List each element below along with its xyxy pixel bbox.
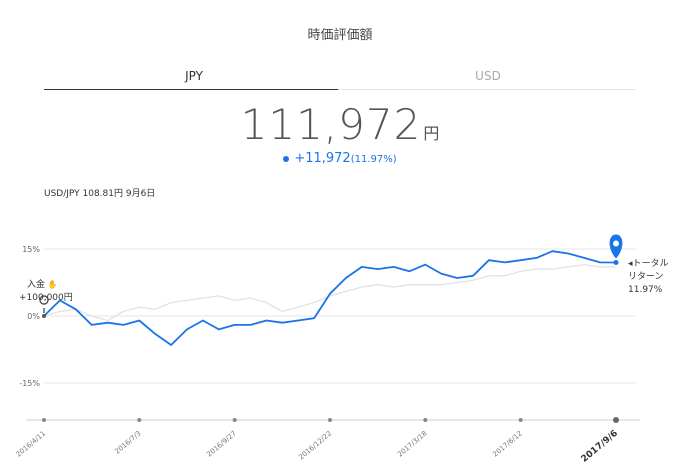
deposit-point — [42, 314, 46, 318]
x-tick-label: 2016/12/22 — [297, 429, 333, 461]
portfolio-line — [43, 250, 617, 346]
x-tick-marker — [42, 418, 46, 422]
x-tick-marker — [232, 418, 237, 422]
valuation-unit: 円 — [423, 124, 440, 143]
x-tick-marker — [423, 418, 428, 422]
y-tick-label: -15% — [19, 379, 40, 388]
tab-active-indicator — [44, 89, 338, 90]
x-tick-marker — [613, 417, 619, 423]
total-return-line2: リターン — [628, 272, 664, 282]
map-pin-center — [613, 240, 619, 247]
deposit-amount: +100,000円 — [19, 293, 73, 303]
x-tick-label: 2016/7/3 — [113, 429, 142, 455]
valuation-change: +11,972(11.97%) — [0, 151, 680, 166]
change-percent: (11.97%) — [350, 154, 397, 165]
benchmark-line — [43, 263, 616, 322]
y-tick-label: 15% — [22, 245, 40, 254]
x-tick-label: 2017/6/12 — [491, 429, 524, 458]
valuation-amount: 111,972 — [240, 100, 422, 149]
total-return-label: ◂トータル リターン 11.97% — [628, 258, 669, 297]
total-return-value: 11.97% — [628, 285, 663, 295]
deposit-label-text: 入金 — [27, 280, 48, 290]
location-pin-icon — [39, 295, 49, 305]
x-tick-marker — [137, 418, 142, 422]
x-tick-marker — [518, 418, 523, 422]
end-point — [613, 260, 619, 266]
change-amount: +11,972 — [294, 151, 351, 166]
tab-jpy[interactable]: JPY — [185, 69, 203, 83]
x-tick-label: 2017/9/6 — [580, 429, 620, 465]
page-title: 時価評価額 — [307, 28, 373, 43]
tab-divider — [338, 89, 636, 90]
x-tick-marker — [328, 418, 332, 422]
total-return-line1: ◂トータル — [628, 259, 669, 269]
x-tick-label: 2016/9/27 — [205, 429, 238, 458]
valuation-display: 111,972 円 — [0, 100, 680, 149]
x-tick-label: 2017/3/18 — [396, 429, 429, 458]
fx-rate: USD/JPY 108.81円 9月6日 — [44, 189, 156, 199]
x-tick-label: 2016/4/11 — [15, 429, 48, 458]
deposit-hand-icon: ✋ — [47, 280, 58, 289]
y-tick-label: 0% — [27, 312, 40, 321]
total-return-line1-text: トータル — [632, 259, 669, 269]
deposit-label: 入金 ✋ — [27, 277, 58, 290]
tab-usd[interactable]: USD — [475, 69, 501, 83]
change-dot-icon — [283, 155, 290, 162]
